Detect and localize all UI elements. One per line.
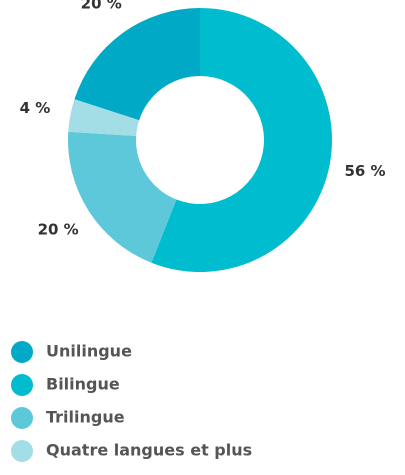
legend-swatch <box>11 440 33 462</box>
legend-swatch <box>11 374 33 396</box>
legend-label: Bilingue <box>46 375 120 394</box>
legend-label: Trilingue <box>46 408 125 427</box>
legend-swatch <box>11 407 33 429</box>
legend-swatch <box>11 341 33 363</box>
legend-label: Quatre langues et plus <box>46 441 252 460</box>
data-label: 56 % <box>344 162 385 180</box>
data-label: 4 % <box>20 99 51 117</box>
donut-slice <box>68 99 140 136</box>
data-label: 20 % <box>81 0 122 13</box>
donut-slice <box>68 131 177 263</box>
donut-slice <box>74 8 200 121</box>
data-label: 20 % <box>38 221 79 239</box>
legend-label: Unilingue <box>46 342 132 361</box>
donut-slice <box>151 8 332 272</box>
